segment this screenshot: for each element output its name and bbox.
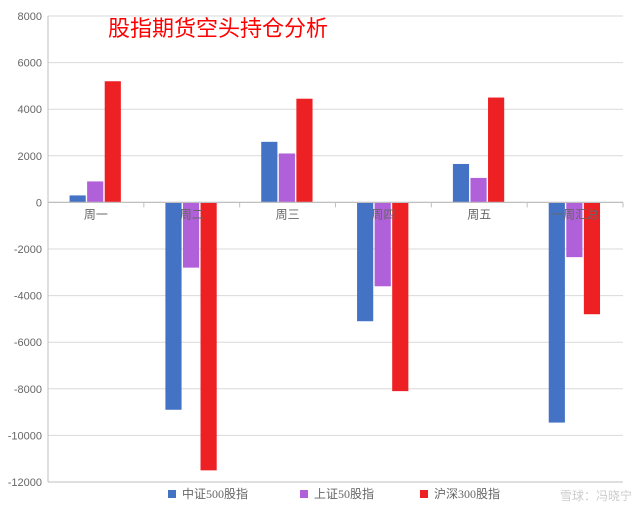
bar bbox=[87, 181, 103, 202]
y-tick-label: -10000 bbox=[8, 430, 42, 442]
y-tick-label: 4000 bbox=[18, 104, 42, 116]
chart-container: -12000 -10000 -8000 -6000 -4000 -2000 0 2000 400… bbox=[0, 0, 640, 519]
category-label: 周三 bbox=[276, 207, 300, 221]
y-tick-label: 8000 bbox=[18, 11, 42, 23]
chart-svg: -12000 -10000 -8000 -6000 -4000 -2000 0 2000 400… bbox=[0, 0, 640, 519]
bar bbox=[488, 98, 504, 203]
legend-label: 中证500股指 bbox=[182, 486, 248, 501]
y-tick-label: 0 bbox=[36, 197, 42, 209]
y-tick-label: 6000 bbox=[18, 58, 42, 70]
legend-swatch bbox=[300, 490, 308, 498]
category-label: 周五 bbox=[467, 207, 491, 221]
legend-label: 上证50股指 bbox=[314, 486, 374, 501]
bar bbox=[392, 202, 408, 391]
y-tick-label: -8000 bbox=[14, 384, 42, 396]
legend-swatch bbox=[168, 490, 176, 498]
category-label: 周四 bbox=[371, 207, 395, 221]
legend-swatch bbox=[420, 490, 428, 498]
bar bbox=[201, 202, 217, 470]
y-tick-label: 2000 bbox=[18, 151, 42, 163]
category-label: 一周汇总 bbox=[551, 207, 599, 221]
chart-title: 股指期货空头持仓分析 bbox=[108, 16, 328, 41]
y-tick-label: -12000 bbox=[8, 477, 42, 489]
bar bbox=[470, 178, 486, 202]
watermark: 雪球：冯晓宁 bbox=[560, 488, 632, 503]
bar bbox=[165, 202, 181, 409]
category-label: 周二 bbox=[180, 207, 204, 221]
bar bbox=[453, 164, 469, 202]
bar bbox=[549, 202, 565, 422]
bar bbox=[279, 153, 295, 202]
y-tick-label: -4000 bbox=[14, 291, 42, 303]
y-tick-label: -6000 bbox=[14, 337, 42, 349]
category-label: 周一 bbox=[84, 207, 108, 221]
bar bbox=[261, 142, 277, 203]
bar bbox=[105, 81, 121, 202]
bar bbox=[70, 195, 86, 202]
legend-label: 沪深300股指 bbox=[434, 486, 500, 501]
bar bbox=[296, 99, 312, 203]
y-tick-label: -2000 bbox=[14, 244, 42, 256]
